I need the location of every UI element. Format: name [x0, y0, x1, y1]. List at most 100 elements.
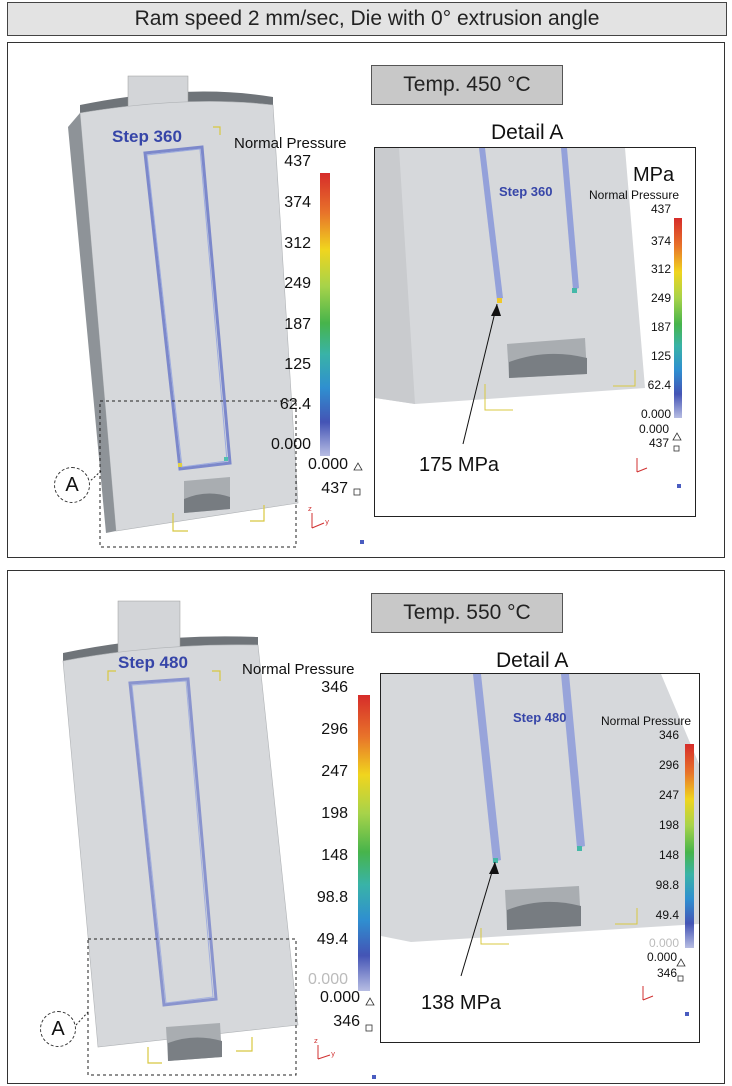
step-label: Step 360 — [112, 127, 182, 146]
annotation-value: 138 MPa — [421, 992, 502, 1014]
colorbar-tick: 0.000 — [270, 436, 311, 453]
detail-marker-left — [484, 384, 513, 411]
detail-colorbar-tick: 247 — [658, 788, 679, 802]
detail-title: Detail A — [496, 649, 569, 672]
marker-bottom-left — [147, 1047, 162, 1064]
marker-bottom-left — [172, 513, 188, 532]
annotation-arrowhead — [491, 304, 501, 316]
svg-text:z: z — [314, 1037, 318, 1045]
colorbar-tick: 187 — [284, 316, 311, 333]
callout-letter: A — [51, 1017, 65, 1040]
colorbar-tick: 62.4 — [279, 396, 311, 413]
marker-top-left — [107, 670, 116, 681]
colorbar-tick: 125 — [284, 356, 311, 373]
panel-450c: z y Temp. 450 °C Step 360 Normal Pressur… — [7, 42, 725, 558]
detail-title: Detail A — [491, 121, 564, 144]
detail-max-marker — [673, 445, 680, 452]
colorbar-tick: 437 — [284, 153, 311, 170]
detail-contact-left — [479, 148, 503, 300]
detail-colorbar — [674, 218, 682, 418]
marker-bottom-right — [250, 505, 265, 522]
max-marker-square — [365, 1024, 373, 1032]
axis-triad: z y — [308, 505, 329, 529]
colorbar-tick: 198 — [321, 805, 348, 822]
annotation-arrow — [462, 303, 498, 445]
callout-leader — [75, 1010, 90, 1026]
detail-triad-dot — [677, 484, 681, 488]
detail-colorbar-tick: 0.000 — [648, 936, 679, 950]
detail-cavity-shade — [509, 353, 587, 378]
detail-callout-a: A — [54, 467, 90, 503]
detail-billet-left-edge — [375, 148, 415, 404]
colorbar-tick: 148 — [321, 847, 348, 864]
min-marker-triangle — [353, 462, 363, 471]
die-contact-outline — [143, 145, 232, 471]
detail-cool-spot-right — [577, 846, 582, 851]
detail-axis-triad — [636, 458, 648, 473]
callout-letter: A — [65, 473, 79, 496]
max-marker-square — [353, 488, 361, 496]
marker-top-right — [212, 670, 221, 681]
detail-max-marker — [677, 975, 684, 982]
figure-title-text: Ram speed 2 mm/sec, Die with 0° extrusio… — [134, 7, 600, 30]
legend-title: Normal Pressure — [242, 661, 355, 678]
min-value-label: 0.000 — [307, 456, 348, 473]
detail-colorbar-tick: 62.4 — [647, 378, 671, 392]
detail-region-box — [87, 938, 297, 1076]
temperature-text: Temp. 450 °C — [403, 73, 531, 96]
panel-450c-graphics: z y — [68, 75, 364, 548]
extrudate-cavity-shade — [184, 493, 230, 513]
die-contact-outline — [128, 677, 218, 1007]
detail-contact-right — [561, 674, 585, 848]
callout-leader — [87, 470, 102, 484]
detail-cavity-shade — [507, 901, 581, 930]
annotation-arrowhead — [489, 862, 499, 874]
max-value-label: 346 — [333, 1013, 360, 1030]
colorbar-tick: 374 — [284, 194, 311, 211]
detail-view-graphics — [381, 674, 699, 1016]
detail-triad-dot — [685, 1012, 689, 1016]
temperature-label-450: Temp. 450 °C — [371, 65, 563, 105]
detail-colorbar-tick: 98.8 — [655, 878, 679, 892]
detail-view-graphics — [375, 148, 682, 488]
marker-bottom-right — [236, 1037, 253, 1052]
annotation-value: 175 MPa — [419, 454, 500, 476]
colorbar-tick: 296 — [321, 721, 348, 738]
svg-text:y: y — [325, 518, 329, 526]
detail-min-marker — [676, 958, 686, 967]
hot-spot-left — [178, 463, 182, 467]
hot-spot-right — [224, 457, 228, 461]
detail-region-box — [99, 400, 297, 548]
detail-billet-body — [381, 674, 699, 942]
billet-body — [79, 101, 299, 532]
detail-colorbar-tick: 312 — [650, 262, 671, 276]
marker-top — [213, 126, 221, 135]
extrudate-cavity-shade — [168, 1037, 222, 1061]
detail-legend-title: Normal Pressure — [589, 188, 680, 202]
detail-colorbar-tick: 49.4 — [655, 908, 679, 922]
billet-left-shade — [68, 113, 116, 533]
die-contact-outline-inner — [131, 680, 214, 1004]
detail-cool-spot — [493, 858, 498, 863]
detail-axis-triad — [642, 986, 654, 1001]
temperature-label-550: Temp. 550 °C — [371, 593, 563, 633]
detail-colorbar-tick: 187 — [650, 320, 671, 334]
detail-step-label: Step 480 — [513, 710, 567, 725]
axis-triad: z y — [314, 1037, 335, 1060]
detail-contact-left — [473, 674, 501, 862]
detail-callout-a: A — [40, 1011, 76, 1047]
detail-marker-left — [480, 928, 509, 945]
min-value-label: 0.000 — [319, 989, 360, 1006]
detail-colorbar-tick: 198 — [658, 818, 679, 832]
detail-marker-right — [615, 908, 638, 925]
detail-min-value-label: 0.000 — [638, 422, 669, 436]
svg-text:z: z — [308, 505, 312, 513]
panel-550c-graphics: z y — [62, 600, 376, 1079]
detail-legend-title: Normal Pressure — [601, 714, 692, 728]
detail-max-value-label: 346 — [656, 966, 677, 980]
triad-dot — [360, 540, 364, 544]
colorbar-tick: 98.8 — [316, 889, 348, 906]
figure-title: Ram speed 2 mm/sec, Die with 0° extrusio… — [7, 2, 727, 36]
detail-colorbar-tick: 249 — [650, 291, 671, 305]
colorbar-tick: 0.000 — [307, 971, 348, 988]
